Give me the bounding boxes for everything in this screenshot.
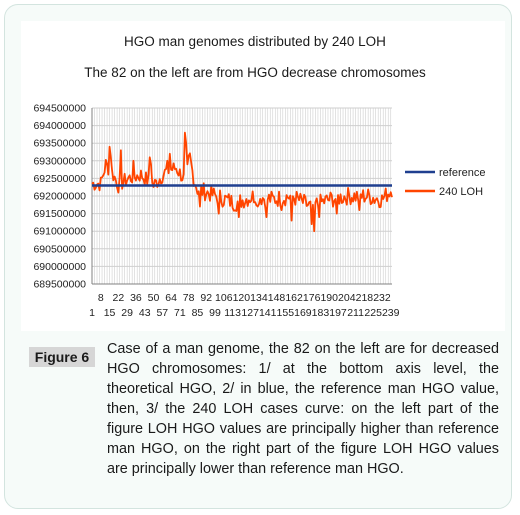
x-tick-label: 78 xyxy=(183,292,195,304)
y-tick-label: 693500000 xyxy=(33,138,86,150)
x-tick-label: 190 xyxy=(320,292,338,304)
chart-svg: HGO man genomes distributed by 240 LOH T… xyxy=(33,34,485,319)
legend-label-reference: reference xyxy=(439,167,485,179)
chart-title: HGO man genomes distributed by 240 LOH xyxy=(124,34,386,49)
figure-label: Figure 6 xyxy=(29,347,95,367)
x-tick-label: 197 xyxy=(329,307,347,319)
x-tick-label: 120 xyxy=(233,292,251,304)
x-tick-label: 36 xyxy=(130,292,142,304)
legend-label-loh: 240 LOH xyxy=(439,186,483,198)
x-tick-label: 225 xyxy=(364,307,382,319)
y-tick-label: 691000000 xyxy=(33,226,86,238)
x-tick-label: 176 xyxy=(303,292,321,304)
legend: reference 240 LOH xyxy=(405,167,485,198)
x-tick-label: 106 xyxy=(215,292,233,304)
y-axis-ticks: 694500000 694000000 693500000 693000000 6925… xyxy=(33,103,86,291)
x-tick-label: 113 xyxy=(224,307,241,319)
chart-subtitle: The 82 on the left are from HGO decrease… xyxy=(84,65,426,80)
x-tick-label: 50 xyxy=(148,292,160,304)
x-tick-label: 43 xyxy=(139,307,151,319)
x-tick-label: 99 xyxy=(209,307,221,319)
x-tick-label: 127 xyxy=(241,307,259,319)
figure-panel: HGO man genomes distributed by 240 LOH T… xyxy=(4,4,512,509)
y-tick-label: 694500000 xyxy=(33,103,86,115)
y-tick-label: 690500000 xyxy=(33,243,86,255)
x-tick-label: 15 xyxy=(104,307,116,319)
y-tick-label: 692000000 xyxy=(33,191,86,203)
x-tick-label: 218 xyxy=(356,292,374,304)
y-tick-label: 692500000 xyxy=(33,173,86,185)
x-tick-label: 232 xyxy=(373,292,391,304)
x-tick-label: 141 xyxy=(259,307,277,319)
x-tick-label: 1 xyxy=(89,307,95,319)
x-axis-ticks: 8 22 36 50 64 78 92 106 120 134 148 162 176 190 204 218… xyxy=(89,292,400,319)
chart-area: HGO man genomes distributed by 240 LOH T… xyxy=(21,21,505,331)
x-tick-label: 183 xyxy=(312,307,330,319)
x-tick-label: 64 xyxy=(165,292,177,304)
series-line-loh xyxy=(91,131,393,233)
x-tick-label: 169 xyxy=(294,307,312,319)
y-tick-label: 689500000 xyxy=(33,279,86,291)
x-tick-label: 211 xyxy=(347,307,364,319)
x-tick-label: 29 xyxy=(121,307,133,319)
series-layer xyxy=(91,131,393,233)
y-tick-label: 691500000 xyxy=(33,208,86,220)
y-tick-label: 693000000 xyxy=(33,155,86,167)
x-tick-label: 71 xyxy=(174,307,186,319)
x-tick-label: 239 xyxy=(382,307,400,319)
x-tick-label: 134 xyxy=(250,292,268,304)
x-tick-label: 92 xyxy=(200,292,212,304)
x-tick-label: 8 xyxy=(98,292,104,304)
x-tick-label: 57 xyxy=(156,307,168,319)
x-tick-label: 162 xyxy=(285,292,303,304)
x-tick-label: 155 xyxy=(277,307,295,319)
x-tick-label: 148 xyxy=(268,292,286,304)
y-tick-label: 694000000 xyxy=(33,120,86,132)
x-tick-label: 22 xyxy=(113,292,125,304)
x-tick-label: 85 xyxy=(192,307,204,319)
x-tick-label: 204 xyxy=(338,292,356,304)
figure-caption: Case of a man genome, the 82 on the left… xyxy=(107,341,499,477)
y-tick-label: 690000000 xyxy=(33,261,86,273)
